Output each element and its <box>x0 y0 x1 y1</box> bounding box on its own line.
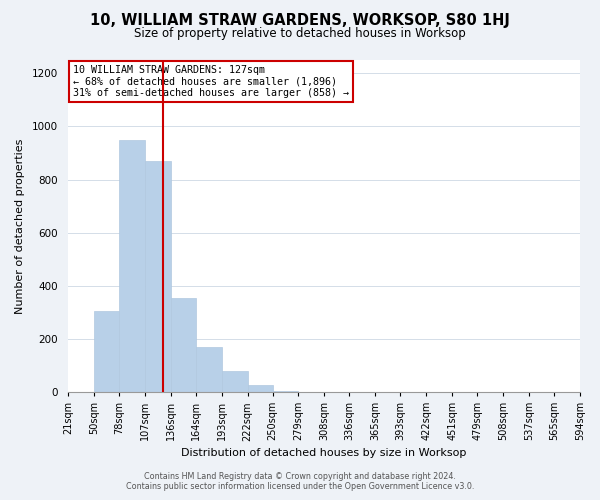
Text: 10, WILLIAM STRAW GARDENS, WORKSOP, S80 1HJ: 10, WILLIAM STRAW GARDENS, WORKSOP, S80 … <box>90 12 510 28</box>
Bar <box>145 161 170 392</box>
Bar <box>196 347 221 392</box>
Text: Contains HM Land Registry data © Crown copyright and database right 2024.
Contai: Contains HM Land Registry data © Crown c… <box>126 472 474 491</box>
Bar <box>119 140 145 392</box>
Bar <box>221 371 248 392</box>
Text: 10 WILLIAM STRAW GARDENS: 127sqm
← 68% of detached houses are smaller (1,896)
31: 10 WILLIAM STRAW GARDENS: 127sqm ← 68% o… <box>73 65 349 98</box>
Bar <box>94 311 119 392</box>
Text: Size of property relative to detached houses in Worksop: Size of property relative to detached ho… <box>134 28 466 40</box>
Bar <box>170 298 196 392</box>
X-axis label: Distribution of detached houses by size in Worksop: Distribution of detached houses by size … <box>181 448 467 458</box>
Bar <box>272 390 298 392</box>
Y-axis label: Number of detached properties: Number of detached properties <box>15 138 25 314</box>
Bar <box>248 386 272 392</box>
